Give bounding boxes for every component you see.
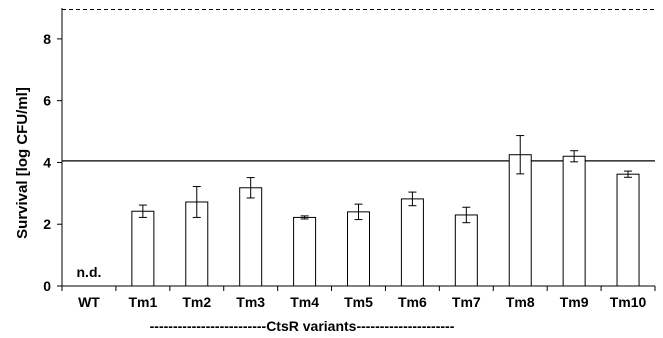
x-tick-label: Tm8	[506, 294, 535, 310]
bar	[239, 187, 263, 287]
x-tick-label: Tm6	[398, 294, 427, 310]
bar	[131, 210, 155, 287]
bar	[562, 155, 586, 287]
x-tick-label: Tm10	[610, 294, 647, 310]
x-tick-label: Tm1	[128, 294, 157, 310]
bar	[454, 214, 478, 287]
y-tick-label: 8	[43, 31, 51, 47]
y-tick-label: 2	[43, 216, 51, 232]
y-tick-label: 0	[43, 278, 51, 294]
x-tick-label: Tm2	[182, 294, 211, 310]
y-axis-label: Survival [log CFU/ml]	[14, 87, 31, 239]
x-tick-label: Tm4	[290, 294, 319, 310]
plot-area: 0 2 4 6 8 WT Tm1 Tm2 Tm3 Tm4 Tm5 Tm6 Tm7 Tm8 Tm9 Tm10 n.…	[43, 8, 656, 310]
x-tick-label: Tm3	[236, 294, 265, 310]
bar	[508, 154, 532, 287]
not-detected-label: n.d.	[77, 264, 102, 280]
x-tick-label: Tm7	[452, 294, 481, 310]
bar	[400, 198, 424, 287]
x-tick-label: Tm5	[344, 294, 373, 310]
group-label: -------------------------CtsR variants--…	[150, 318, 455, 334]
bar	[347, 211, 370, 287]
bar	[616, 173, 640, 287]
y-tick-label: 6	[43, 93, 51, 109]
x-tick-label: Tm9	[560, 294, 589, 310]
y-tick-label: 4	[43, 154, 51, 170]
x-tick-label: WT	[78, 294, 100, 310]
bar	[293, 216, 317, 287]
